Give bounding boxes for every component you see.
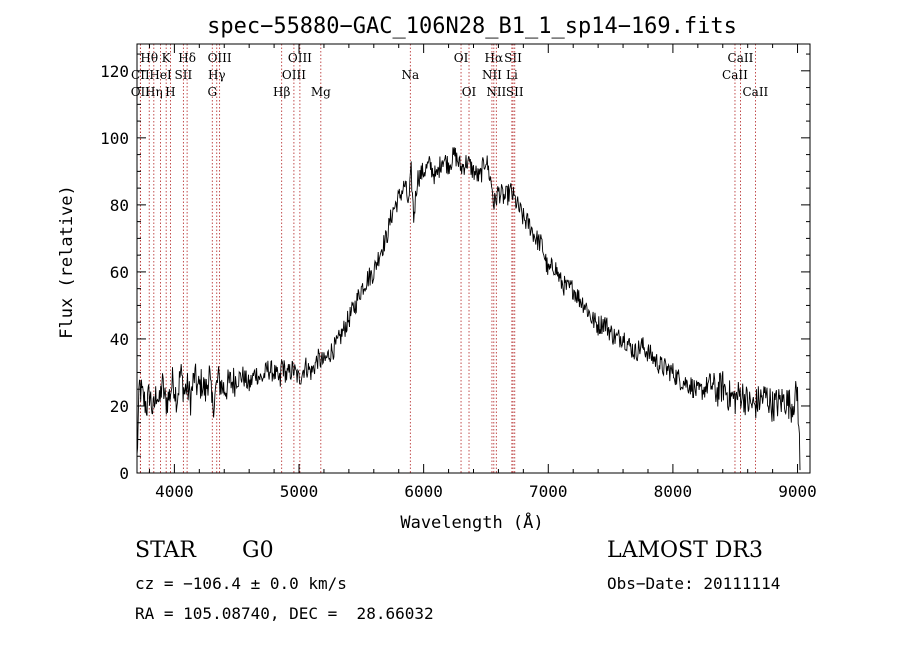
x-tick-label: 7000 (529, 482, 568, 501)
line-label: OI (462, 85, 477, 99)
line-label: Mg (311, 85, 331, 99)
chart-title: spec−55880−GAC_106N28_B1_1_sp14−169.fits (207, 14, 737, 39)
line-label: CaII (742, 85, 768, 99)
line-label: Hγ (208, 68, 226, 82)
y-tick-label: 80 (110, 196, 129, 215)
line-label: Hη (145, 85, 163, 99)
line-label: SII (506, 85, 524, 99)
line-label: CaII (728, 51, 754, 65)
plot-frame (136, 43, 811, 474)
x-tick-label: 8000 (654, 482, 693, 501)
observation-date: Obs−Date: 20111114 (607, 574, 781, 593)
line-label: OIII (208, 51, 232, 65)
x-tick-label: 6000 (404, 482, 443, 501)
line-label: NII (486, 85, 506, 99)
y-tick-label: 20 (110, 397, 129, 416)
line-label: OI (454, 51, 469, 65)
x-tick-label: 5000 (280, 482, 319, 501)
line-label: K (162, 51, 172, 65)
coordinates: RA = 105.08740, DEC = 28.66032 (135, 604, 434, 623)
x-axis-label: Wavelength (Å) (400, 511, 543, 533)
line-label: H (165, 85, 175, 99)
y-tick-label: 0 (119, 464, 129, 483)
y-tick-label: 40 (110, 330, 129, 349)
y-tick-label: 120 (100, 62, 129, 81)
line-label: Hα (485, 51, 504, 65)
line-label: CaII (722, 68, 748, 82)
line-label: SII (504, 51, 522, 65)
survey-name: LAMOST DR3 (607, 538, 763, 563)
line-label: CII (131, 68, 150, 82)
object-subclass: G0 (242, 538, 274, 563)
spectrum-series (136, 147, 801, 471)
line-label: Li (506, 68, 518, 82)
line-label: NII (482, 68, 502, 82)
x-tick-label: 9000 (778, 482, 817, 501)
line-label: Na (401, 68, 419, 82)
y-axis-label: Flux (relative) (57, 185, 77, 339)
redshift-velocity: cz = −106.4 ± 0.0 km/s (135, 574, 347, 593)
line-label: G (207, 85, 217, 99)
x-tick-label: 4000 (155, 482, 194, 501)
y-tick-label: 60 (110, 263, 129, 282)
line-label: Hβ (273, 85, 290, 99)
line-label: OIII (288, 51, 312, 65)
axis-ticks: 4000 5000 6000 7000 8000 9000 0 20 40 60 80 100 120 (100, 44, 817, 501)
line-label: Hθ (140, 51, 158, 65)
line-label: OIII (282, 68, 306, 82)
line-label: Hδ (178, 51, 196, 65)
series-flux (136, 147, 801, 471)
line-label: SII (175, 68, 193, 82)
object-class: STAR (135, 538, 196, 563)
line-label: OII (131, 85, 151, 99)
y-tick-label: 100 (100, 129, 129, 148)
line-label: HeI (149, 68, 172, 82)
